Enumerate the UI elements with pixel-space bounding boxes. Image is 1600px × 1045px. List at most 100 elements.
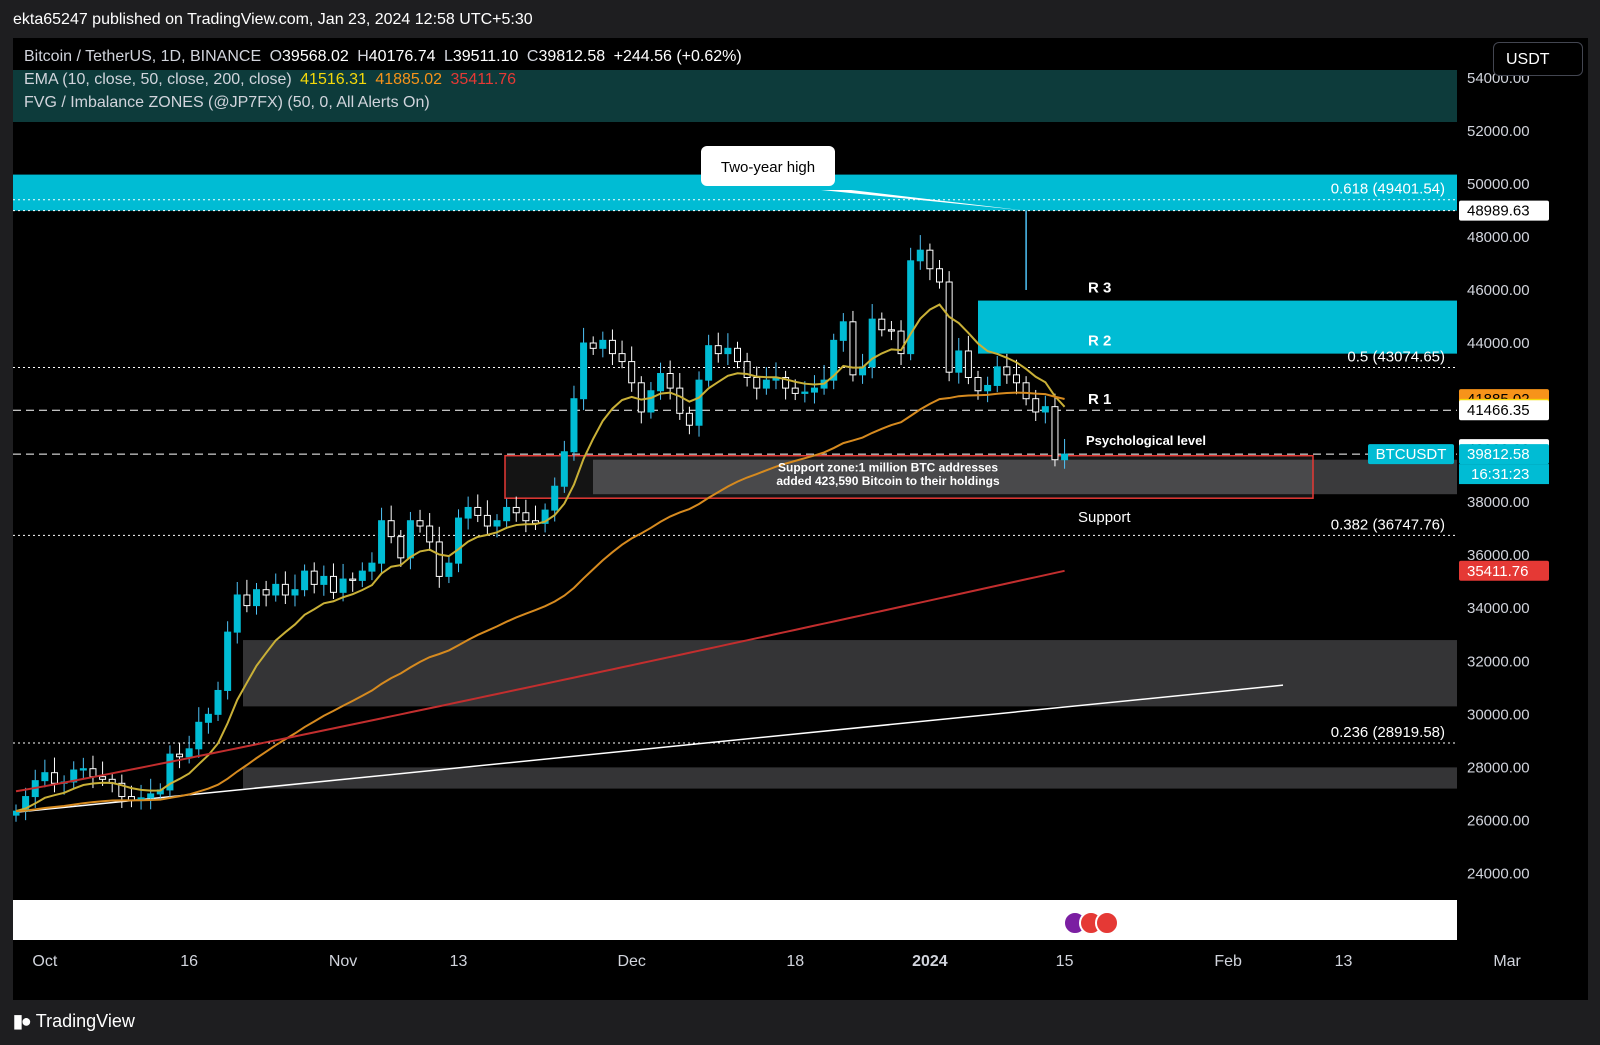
legend-ema-label: EMA (10, close, 50, close, 200, close): [24, 71, 292, 88]
candle: [166, 753, 174, 791]
candle: [50, 772, 58, 784]
countdown-tag: [1459, 464, 1549, 485]
candle: [253, 589, 260, 607]
candle: [936, 268, 944, 283]
candle: [1051, 406, 1059, 461]
candle: [243, 594, 251, 607]
candle: [493, 520, 501, 527]
legend-ema50: 41885.02: [375, 71, 443, 88]
candle: [666, 373, 674, 389]
candle: [272, 583, 280, 596]
legend-low-label: L: [443, 48, 453, 65]
candle: [435, 541, 443, 577]
legend-close-label: C: [526, 48, 539, 65]
price-tag: [1459, 400, 1549, 421]
candle: [349, 578, 357, 581]
candle: [608, 339, 616, 355]
candle: [791, 387, 799, 394]
legend-teal-band: [13, 70, 1457, 122]
trendline: [13, 684, 1284, 814]
y-tick-label: 32000.00: [1467, 653, 1530, 670]
candle: [810, 387, 818, 393]
candle: [426, 525, 434, 543]
candle: [1003, 366, 1011, 376]
published-info: ekta65247 published on TradingView.com, …: [13, 11, 533, 28]
legend-ema-row: EMA (10, close, 50, close, 200, close) 4…: [24, 71, 516, 89]
y-tick-label: 48000.00: [1467, 229, 1530, 246]
candle: [214, 689, 222, 715]
candle: [41, 772, 49, 782]
price-tag-label: 39812.58: [1467, 446, 1530, 463]
time-axis[interactable]: [13, 940, 1588, 1000]
fib-level-label: 0.5 (43074.65): [1347, 349, 1445, 366]
candle: [714, 345, 722, 355]
symbol-tag: [1368, 444, 1454, 465]
candle: [705, 345, 713, 381]
candle: [589, 342, 597, 349]
candle: [657, 373, 665, 392]
candle: [599, 339, 607, 349]
candle: [195, 721, 203, 750]
legend-open-label: O: [269, 48, 283, 65]
cyan-zone-resistance: [978, 300, 1457, 354]
y-tick-label: 28000.00: [1467, 759, 1530, 776]
x-tick-label: Dec: [617, 953, 645, 970]
candle: [993, 366, 1001, 386]
candle: [320, 575, 328, 585]
price-tag-label: 35411.76: [1467, 563, 1528, 580]
candle: [618, 353, 626, 363]
candle: [378, 520, 386, 564]
bottom-bar: [0, 1000, 1600, 1045]
candle: [445, 562, 453, 577]
candle: [570, 398, 578, 453]
price-tag-label: 48989.63: [1467, 203, 1530, 220]
us-flag-icon[interactable]: [1095, 911, 1119, 935]
candle: [1041, 406, 1049, 413]
fib-level-label: 0.236 (28919.58): [1331, 724, 1445, 741]
candle: [580, 342, 588, 400]
legend-open: 39568.02: [282, 48, 349, 65]
fvg-zone: [243, 767, 1457, 789]
label-r1: R 1: [1088, 391, 1111, 408]
label-support-zone-2: added 423,590 Bitcoin to their holdings: [776, 474, 1000, 488]
label-r3: R 3: [1088, 280, 1111, 297]
tradingview-logo: ▮● TradingView: [13, 1011, 135, 1032]
x-tick-label: 13: [450, 953, 468, 970]
ema10-line: [15, 303, 1066, 813]
candle: [176, 753, 184, 758]
candle: [301, 570, 309, 591]
y-tick-label: 44000.00: [1467, 335, 1530, 352]
candle: [233, 594, 241, 633]
candle: [685, 412, 693, 426]
chart-area[interactable]: 0.618 (49401.54) 0.5 (43074.65) 0.382 (367…: [13, 38, 1588, 1000]
candle: [945, 281, 953, 373]
countdown-label: 16:31:23: [1471, 466, 1529, 483]
y-tick-label: 36000.00: [1467, 547, 1530, 564]
legend-close: 39812.58: [538, 48, 606, 65]
currency-button[interactable]: USDT: [1493, 42, 1583, 76]
legend-low: 39511.10: [452, 48, 519, 65]
candle: [878, 318, 886, 331]
price-tag: [1459, 560, 1549, 581]
candle: [849, 321, 857, 376]
candle: [955, 350, 963, 373]
price-tag: [1459, 200, 1549, 221]
ema200-line: [15, 569, 1065, 793]
price-tag-label: 41466.35: [1467, 402, 1530, 419]
candle: [637, 382, 645, 413]
candle: [734, 347, 741, 363]
y-tick-label: 30000.00: [1467, 706, 1530, 723]
candle: [974, 376, 982, 392]
callout-box: [701, 146, 835, 186]
candle: [897, 330, 905, 355]
callout-two-year-high: Two-year high: [721, 159, 815, 176]
ema50-line: [15, 391, 1065, 813]
label-support-zone-1: Support zone:1 million BTC addresses: [778, 461, 998, 475]
x-tick-label: 16: [180, 953, 198, 970]
price-chart[interactable]: 0.618 (49401.54) 0.5 (43074.65) 0.382 (367…: [13, 38, 1588, 1000]
candle: [291, 589, 299, 596]
candle: [358, 570, 366, 581]
candle: [1022, 382, 1030, 400]
candle: [916, 249, 924, 262]
candle: [281, 583, 289, 596]
